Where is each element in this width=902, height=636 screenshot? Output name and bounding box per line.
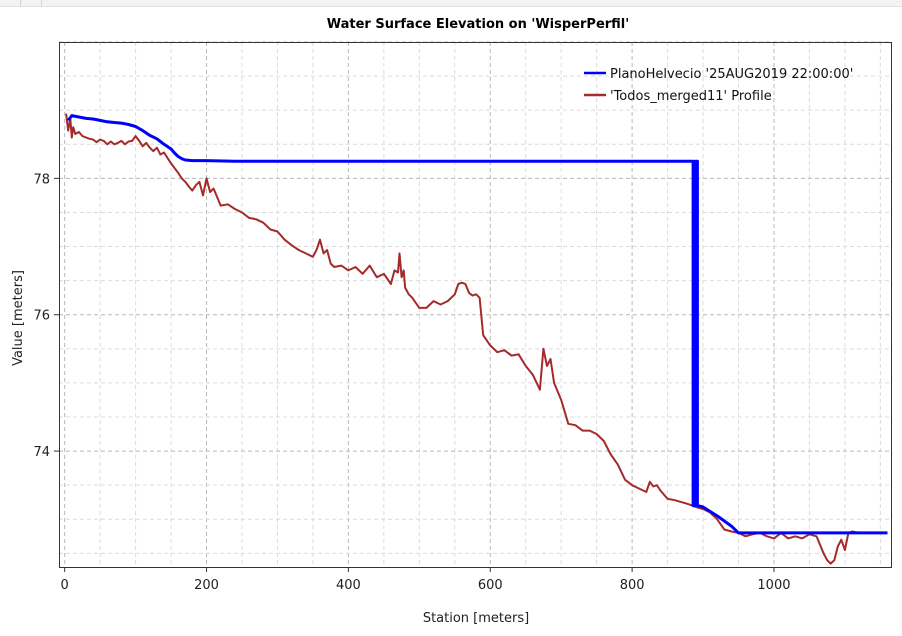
- x-tick-label: 1000: [757, 578, 790, 593]
- series-group: [65, 113, 888, 565]
- y-tick-label: 74: [33, 445, 50, 460]
- x-axis-label: Station [meters]: [423, 611, 529, 626]
- toolbar-cell: [0, 0, 21, 6]
- x-tick-label: 800: [620, 578, 645, 593]
- plot-background: [59, 42, 892, 568]
- series-line-plano: [66, 114, 888, 535]
- x-tick-label: 200: [194, 578, 219, 593]
- legend: PlanoHelvecio '25AUG2019 22:00:00' 'Todo…: [584, 67, 853, 104]
- y-tick-label: 76: [33, 309, 50, 324]
- chart-title: Water Surface Elevation on 'WisperPerfil…: [327, 17, 630, 32]
- x-tick-label: 600: [478, 578, 503, 593]
- y-axis-label: Value [meters]: [11, 270, 26, 366]
- x-tick-label: 400: [336, 578, 361, 593]
- x-tick-label: 0: [61, 578, 69, 593]
- toolbar-cell: [21, 0, 42, 6]
- window-top-strip: [0, 0, 902, 7]
- legend-label-profile: 'Todos_merged11' Profile: [610, 89, 772, 104]
- legend-label-plano: PlanoHelvecio '25AUG2019 22:00:00': [610, 67, 853, 82]
- y-tick-label: 78: [33, 172, 50, 187]
- series-line-profile: [65, 113, 888, 565]
- tick-labels: 0 200 400 600 800 1000 74 76 78: [33, 172, 790, 593]
- plot-frame: [59, 42, 892, 568]
- grid: [59, 41, 891, 567]
